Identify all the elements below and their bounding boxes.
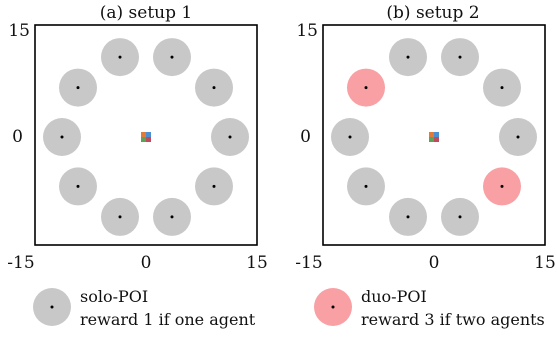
- poi-center-dot: [364, 86, 368, 90]
- poi-center-dot: [170, 215, 174, 219]
- poi-center-dot: [500, 86, 504, 90]
- poi-center-dot: [60, 135, 64, 139]
- poi-ring: [331, 38, 537, 236]
- agent-marker: [146, 132, 151, 137]
- poi-center-dot: [406, 55, 410, 59]
- legend-solo: solo-POI reward 1 if one agent: [33, 287, 256, 329]
- poi-center-dot: [348, 135, 352, 139]
- poi-center-dot: [212, 86, 216, 90]
- poi-center-dot: [118, 55, 122, 59]
- x-tick-mid: 0: [141, 253, 152, 273]
- agent-cluster: [429, 132, 439, 142]
- panel-title: (b) setup 2: [386, 3, 479, 23]
- y-tick-mid: 0: [300, 127, 311, 147]
- poi-center-dot: [76, 86, 80, 90]
- agent-marker: [434, 137, 439, 142]
- x-tick-min: -15: [7, 253, 34, 273]
- poi-center-dot: [500, 184, 504, 188]
- poi-center-dot: [406, 215, 410, 219]
- agent-marker: [141, 132, 146, 137]
- x-tick-min: -15: [295, 253, 322, 273]
- y-tick-max: 15: [296, 21, 318, 41]
- poi-center-dot: [118, 215, 122, 219]
- legend-solo-dot: [50, 305, 54, 309]
- legend-duo: duo-POI reward 3 if two agents: [314, 287, 545, 329]
- poi-center-dot: [516, 135, 520, 139]
- poi-center-dot: [228, 135, 232, 139]
- x-tick-mid: 0: [429, 253, 440, 273]
- panel-title: (a) setup 1: [100, 3, 192, 23]
- legend-duo-name: duo-POI: [361, 287, 427, 306]
- poi-ring: [43, 38, 249, 236]
- agent-cluster: [141, 132, 151, 142]
- poi-center-dot: [212, 184, 216, 188]
- legend-solo-name: solo-POI: [80, 287, 148, 306]
- panel-setup-1: (a) setup 1 15 0 -15 0 15: [7, 3, 268, 273]
- x-tick-max: 15: [246, 253, 268, 273]
- agent-marker: [429, 137, 434, 142]
- y-tick-max: 15: [8, 21, 30, 41]
- poi-center-dot: [458, 55, 462, 59]
- agent-marker: [434, 132, 439, 137]
- legend-duo-dot: [331, 305, 335, 309]
- legend-solo-desc: reward 1 if one agent: [80, 310, 256, 329]
- poi-center-dot: [364, 184, 368, 188]
- agent-marker: [146, 137, 151, 142]
- legend: solo-POI reward 1 if one agent duo-POI r…: [33, 287, 545, 329]
- panel-setup-2: (b) setup 2 15 0 -15 0 15: [295, 3, 556, 273]
- poi-center-dot: [458, 215, 462, 219]
- x-tick-max: 15: [534, 253, 556, 273]
- agent-marker: [429, 132, 434, 137]
- agent-marker: [141, 137, 146, 142]
- plot-frame: [34, 24, 258, 246]
- poi-center-dot: [170, 55, 174, 59]
- plot-frame: [322, 24, 546, 246]
- poi-center-dot: [76, 184, 80, 188]
- legend-duo-desc: reward 3 if two agents: [361, 310, 545, 329]
- y-tick-mid: 0: [12, 127, 23, 147]
